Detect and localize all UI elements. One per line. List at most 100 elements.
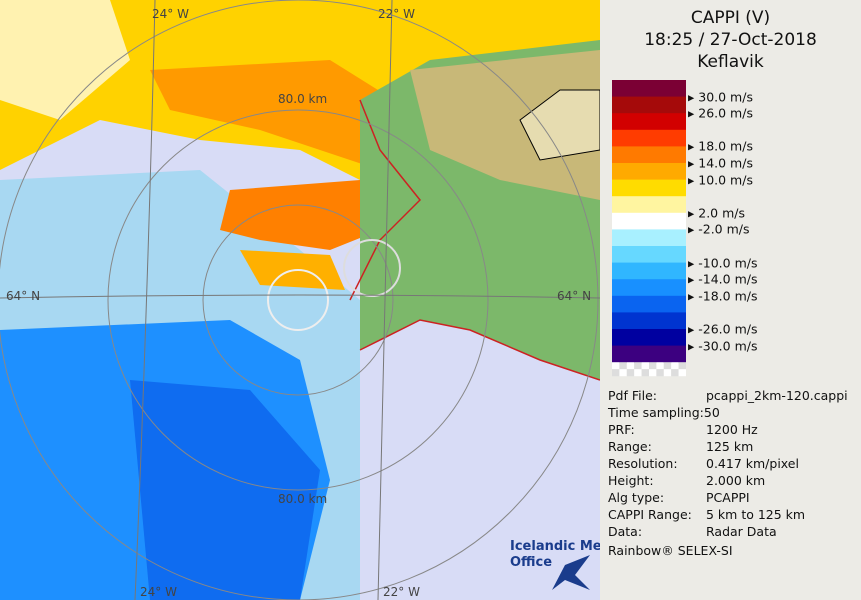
- legend-swatch: [612, 329, 686, 347]
- legend-label: ▸ -14.0 m/s: [688, 271, 758, 287]
- glacier: [519, 89, 600, 161]
- legend-swatch: [612, 262, 686, 280]
- legend-bar: [612, 80, 686, 377]
- legend-nodata: [649, 362, 657, 370]
- lon-label: 22° W: [383, 585, 420, 599]
- legend-nodata: [678, 362, 686, 370]
- time: 18:25 / 27-Oct-2018: [644, 30, 817, 50]
- legend-label: ▸ 30.0 m/s: [688, 89, 753, 105]
- lon-label: 24° W: [140, 585, 177, 599]
- title: CAPPI (V): [690, 8, 771, 28]
- legend-nodata: [678, 369, 686, 377]
- legend-text: -2.0 m/s: [698, 221, 750, 237]
- legend-nodata: [656, 362, 664, 370]
- range-ring: [107, 109, 489, 491]
- legend-label: ▸ -18.0 m/s: [688, 288, 758, 304]
- info-row: PRF: 1200 Hz: [608, 422, 758, 437]
- info-value: pcappi_2km-120.cappi: [706, 388, 848, 403]
- coastline: [359, 319, 600, 381]
- legend-label: ▸ -2.0 m/s: [688, 221, 750, 237]
- lon-label: 24° W: [152, 7, 189, 21]
- legend-nodata: [634, 369, 642, 377]
- legend-swatch: [612, 179, 686, 197]
- info-key: Range:: [608, 439, 652, 454]
- legend-text: -10.0 m/s: [698, 255, 758, 271]
- range-ring: [343, 239, 401, 297]
- legend-label: ▸ 2.0 m/s: [688, 205, 746, 221]
- info-value: PCAPPI: [706, 490, 750, 505]
- legend-swatch: [612, 246, 686, 264]
- legend-nodata: [649, 369, 657, 377]
- info-key: PRF:: [608, 422, 635, 437]
- info-key: Height:: [608, 473, 654, 488]
- info-row: Resolution: 0.417 km/pixel: [608, 456, 799, 471]
- coastline: [349, 99, 422, 301]
- legend-swatch: [612, 113, 686, 131]
- logo-text: Icelandic Met: [510, 539, 600, 554]
- info-key: Pdf File:: [608, 388, 657, 403]
- legend-label: ▸ 18.0 m/s: [688, 138, 753, 154]
- info-row: Data: Radar Data: [608, 524, 777, 539]
- info-value: 5 km to 125 km: [706, 507, 806, 522]
- legend-nodata: [641, 362, 649, 370]
- info-key: Alg type:: [608, 490, 665, 505]
- footer: Rainbow® SELEX-SI: [608, 543, 733, 558]
- legend-swatch: [612, 295, 686, 313]
- legend-text: 18.0 m/s: [698, 138, 753, 154]
- info-row: CAPPI Range: 5 km to 125 km: [608, 507, 805, 522]
- info-value: 2.000 km: [706, 473, 766, 488]
- sidebar: CAPPI (V) 18:25 / 27-Oct-2018 Keflavik ▸…: [600, 0, 861, 600]
- lon-label: 22° W: [378, 7, 415, 21]
- legend-nodata: [619, 369, 627, 377]
- legend-nodata: [663, 362, 672, 370]
- lat-label: 64° N: [6, 289, 40, 303]
- legend-label: ▸ -10.0 m/s: [688, 255, 758, 271]
- info-key: Time sampling:50: [608, 405, 720, 420]
- legend-label: ▸ -26.0 m/s: [688, 321, 758, 337]
- info-row: Range: 125 km: [608, 439, 753, 454]
- legend-label: ▸ -30.0 m/s: [688, 338, 758, 354]
- legend-nodata: [663, 369, 672, 377]
- legend-nodata: [656, 369, 664, 377]
- info-row: Pdf File: pcappi_2km-120.cappi: [608, 388, 848, 403]
- legend-swatch: [612, 345, 686, 363]
- legend-nodata: [671, 362, 679, 370]
- echo-dark-blue: [130, 380, 320, 600]
- logo-mark: [552, 555, 590, 590]
- legend-nodata: [671, 369, 679, 377]
- legend-swatch: [612, 146, 686, 164]
- info-row: Height: 2.000 km: [608, 473, 765, 488]
- legend-nodata: [619, 362, 627, 370]
- legend-swatch: [612, 96, 686, 114]
- lat-label: 64° N: [557, 289, 591, 303]
- info-key: CAPPI Range:: [608, 507, 692, 522]
- range-ring: [267, 269, 329, 331]
- legend-label: ▸ 10.0 m/s: [688, 172, 753, 188]
- info-row: Time sampling:50: [608, 405, 720, 420]
- legend-text: 2.0 m/s: [698, 205, 746, 221]
- parallel: [0, 294, 600, 299]
- legend-nodata: [626, 362, 635, 370]
- legend-text: -30.0 m/s: [698, 338, 758, 354]
- legend-text: 10.0 m/s: [698, 172, 753, 188]
- legend-swatch: [612, 163, 686, 181]
- info-value: 125 km: [706, 439, 754, 454]
- ring-label: 80.0 km: [278, 92, 327, 106]
- info-value: 1200 Hz: [706, 422, 758, 437]
- legend-text: 26.0 m/s: [698, 105, 753, 121]
- legend-text: -14.0 m/s: [698, 271, 758, 287]
- meridian: [134, 0, 156, 600]
- legend-text: -18.0 m/s: [698, 288, 758, 304]
- range-ring: [0, 0, 599, 600]
- legend-swatch: [612, 279, 686, 297]
- echo-pale-yellow: [0, 0, 130, 120]
- meridian: [377, 0, 393, 600]
- legend-swatch: [612, 212, 686, 230]
- legend-label: ▸ 26.0 m/s: [688, 105, 753, 121]
- ring-label: 80.0 km: [278, 492, 327, 506]
- legend-swatch: [612, 229, 686, 247]
- legend-text: 30.0 m/s: [698, 89, 753, 105]
- legend-nodata: [634, 362, 642, 370]
- site: Keflavik: [697, 52, 764, 72]
